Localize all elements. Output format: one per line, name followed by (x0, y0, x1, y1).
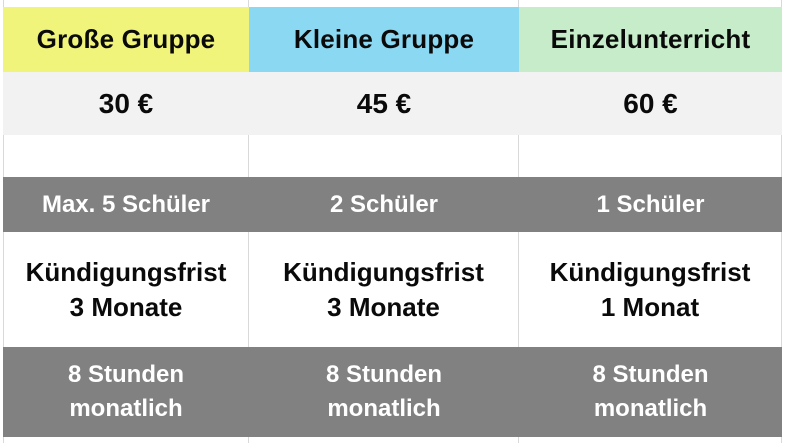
notice-cell-grosse-gruppe: Kündigungsfrist 3 Monate (3, 232, 249, 347)
notice-line1: Kündigungsfrist (283, 256, 484, 287)
price-cell-einzelunterricht: 60 € (623, 87, 678, 119)
notice-cell-einzelunterricht: Kündigungsfrist 1 Monat (519, 232, 782, 347)
header-cell-einzelunterricht: Einzelunterricht (519, 7, 782, 72)
hours-cell-einzelunterricht: 8 Stunden monatlich (519, 347, 782, 437)
students-cell-kleine-gruppe: 2 Schüler (329, 190, 439, 218)
hours-line2: monatlich (327, 395, 441, 422)
pricing-table: Große Gruppe Kleine Gruppe Einzelunterri… (3, 0, 782, 443)
students-cell-einzelunterricht: 1 Schüler (596, 190, 705, 218)
edge-cell (519, 0, 782, 7)
hours-cell-kleine-gruppe: 8 Stunden monatlich (249, 347, 519, 437)
hours-line1: 8 Stunden (67, 361, 184, 388)
notice-period-row: Kündigungsfrist 3 Monate Kündigungsfrist… (3, 232, 782, 347)
hours-line2: monatlich (69, 395, 183, 422)
hours-cell-grosse-gruppe: 8 Stunden monatlich (3, 347, 249, 437)
header-row: Große Gruppe Kleine Gruppe Einzelunterri… (3, 7, 782, 72)
hours-line2: monatlich (593, 395, 708, 422)
spacer-row (3, 135, 782, 177)
hours-line1: 8 Stunden (592, 361, 709, 388)
spacer-cell (249, 135, 519, 177)
price-row: 30 € 45 € 60 € (3, 72, 782, 135)
table-edge-row-top (3, 0, 782, 7)
notice-line1: Kündigungsfrist (25, 256, 227, 287)
header-cell-grosse-gruppe: Große Gruppe (3, 7, 249, 72)
spacer-cell (519, 135, 782, 177)
notice-cell-kleine-gruppe: Kündigungsfrist 3 Monate (249, 232, 519, 347)
edge-cell (249, 437, 519, 443)
spacer-cell (3, 135, 249, 177)
header-cell-kleine-gruppe: Kleine Gruppe (249, 7, 519, 72)
notice-line1: Kündigungsfrist (549, 256, 751, 287)
edge-cell (3, 437, 249, 443)
edge-cell (519, 437, 782, 443)
students-cell-grosse-gruppe: Max. 5 Schüler (41, 190, 211, 218)
notice-line2: 3 Monate (327, 291, 440, 322)
edge-cell (3, 0, 249, 7)
price-cell-grosse-gruppe: 30 € (98, 87, 154, 119)
hours-row: 8 Stunden monatlich 8 Stunden monatlich … (3, 347, 782, 437)
notice-line2: 1 Monat (600, 291, 700, 322)
students-row: Max. 5 Schüler 2 Schüler 1 Schüler (3, 177, 782, 232)
edge-cell (249, 0, 519, 7)
hours-line1: 8 Stunden (325, 361, 442, 388)
notice-line2: 3 Monate (69, 291, 183, 322)
table-edge-row-bottom (3, 437, 782, 443)
price-cell-kleine-gruppe: 45 € (356, 87, 412, 119)
